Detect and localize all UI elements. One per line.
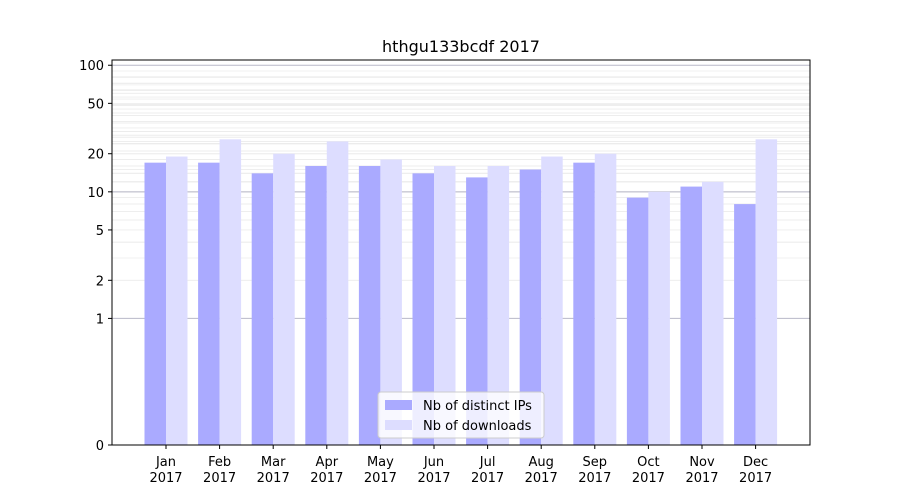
bar-downloads — [487, 165, 510, 446]
bar-downloads — [594, 153, 617, 446]
chart-title: hthgu133bcdf 2017 — [382, 37, 540, 56]
x-tick-label: Oct 2017 — [632, 455, 665, 486]
y-tick-label: 50 — [87, 97, 104, 112]
x-tick-label: Apr 2017 — [310, 455, 343, 486]
x-tick-label: Jun 2017 — [417, 455, 450, 486]
x-tick-label: Aug 2017 — [525, 455, 558, 486]
bar-distinct-ips — [198, 162, 220, 445]
bar-downloads — [326, 141, 349, 445]
legend-swatch — [385, 420, 412, 430]
bar-distinct-ips — [626, 197, 649, 445]
bar-downloads — [219, 139, 242, 445]
y-tick-label: 100 — [79, 59, 104, 74]
bar-distinct-ips — [412, 173, 434, 445]
x-tick-label: Nov 2017 — [685, 455, 718, 486]
bar-distinct-ips — [734, 204, 756, 445]
plot-frame — [111, 59, 811, 446]
bar-downloads — [166, 156, 188, 446]
legend-swatch — [385, 400, 412, 410]
x-tick-label: May 2017 — [364, 455, 397, 486]
legend: Nb of distinct IPs Nb of downloads — [377, 391, 545, 439]
y-tick-label: 2 — [96, 274, 104, 289]
bar-distinct-ips — [251, 173, 274, 445]
bar-distinct-ips — [466, 177, 488, 446]
legend-label: Nb of downloads — [423, 419, 532, 434]
y-tick-label: 20 — [87, 148, 104, 163]
bar-distinct-ips — [358, 165, 381, 446]
bar-distinct-ips — [519, 169, 542, 445]
y-tick-label: 5 — [96, 224, 104, 239]
bar-distinct-ips — [305, 165, 327, 446]
bar-downloads — [755, 139, 778, 445]
y-tick-label: 0 — [96, 439, 104, 454]
x-tick-label: Mar 2017 — [257, 455, 290, 486]
x-tick-label: Sep 2017 — [578, 455, 611, 486]
x-tick-label: Feb 2017 — [203, 455, 236, 486]
bar-downloads — [380, 159, 402, 445]
y-axis: 0 1 2 5 10 20 50 100 — [79, 59, 112, 454]
x-tick-label: Jul 2017 — [471, 455, 504, 486]
bar-distinct-ips — [680, 186, 702, 446]
x-tick-label: Jan 2017 — [149, 455, 182, 486]
x-tick-label: Dec 2017 — [739, 455, 772, 486]
x-axis: Jan 2017 Feb 2017 Mar 2017 Apr 2017 May 2017 Jun 20… — [149, 445, 772, 486]
bar-distinct-ips — [573, 162, 595, 445]
bar-downloads — [434, 165, 456, 446]
bar-downloads — [541, 156, 563, 446]
bar-downloads — [273, 153, 295, 446]
legend-label: Nb of distinct IPs — [423, 399, 532, 414]
bars — [144, 139, 778, 446]
y-tick-label: 10 — [87, 186, 104, 201]
bar-distinct-ips — [144, 162, 166, 445]
legend-box — [377, 391, 545, 439]
y-tick-label: 1 — [96, 312, 104, 327]
bar-downloads — [648, 191, 670, 445]
bar-downloads — [702, 181, 724, 445]
